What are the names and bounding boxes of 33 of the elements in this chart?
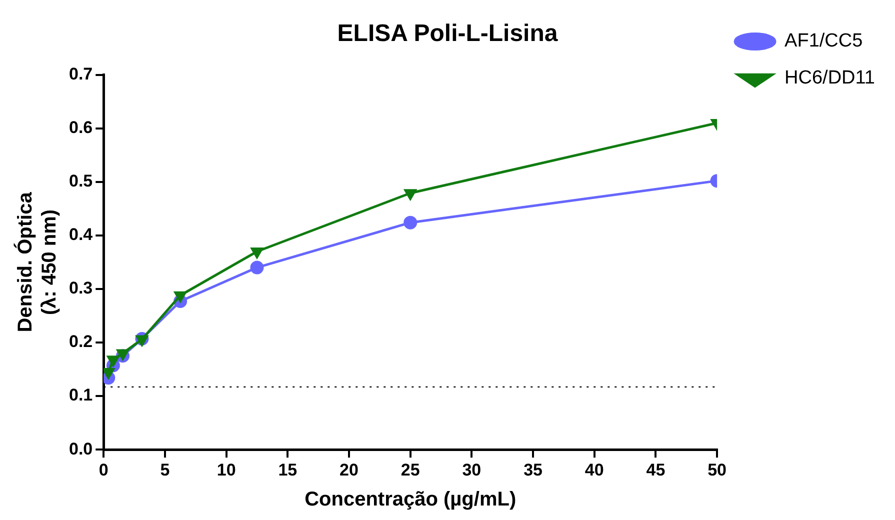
point [174, 291, 186, 302]
x-tick-label: 20 [340, 460, 358, 480]
x-tick-label: 40 [584, 460, 604, 480]
point [404, 216, 418, 230]
y-tick-label: 0.4 [68, 225, 94, 244]
x-tick-label: 35 [524, 460, 542, 480]
point [136, 335, 148, 346]
y-axis-title: Densid. Óptica (λ: 450 nm) [14, 191, 61, 332]
y-tick-label: 0.3 [68, 278, 93, 298]
x-tick-label: 45 [646, 460, 666, 480]
point [107, 356, 120, 366]
x-tick-label: 5 [160, 460, 170, 480]
y-tick-label: 0.7 [68, 64, 93, 84]
x-tick-label: 25 [400, 460, 420, 480]
y-tick-label: 0.0 [68, 439, 93, 458]
y-tick-label: 0.6 [68, 118, 93, 138]
legend-label: AF1/CC5 [784, 30, 863, 52]
point [116, 349, 129, 360]
x-tick-label: 15 [278, 460, 298, 480]
x-tick-label: 50 [708, 460, 727, 480]
point [250, 260, 264, 274]
y-tick-label: 0.2 [68, 332, 93, 352]
x-tick-label: 0 [98, 460, 108, 480]
x-tick-label: 30 [462, 460, 482, 480]
y-tick-label: 0.5 [68, 172, 93, 191]
y-tick-label: 0.1 [68, 386, 93, 405]
chart-title: ELISA Poli-L-Lisina [337, 20, 558, 48]
x-tick-label: 10 [216, 460, 236, 480]
legend-label: HC6/DD11 [784, 68, 876, 89]
point [250, 247, 263, 258]
x-axis-title: Concentração (µg/mL) [304, 488, 516, 511]
point [104, 368, 114, 379]
point [404, 189, 416, 200]
